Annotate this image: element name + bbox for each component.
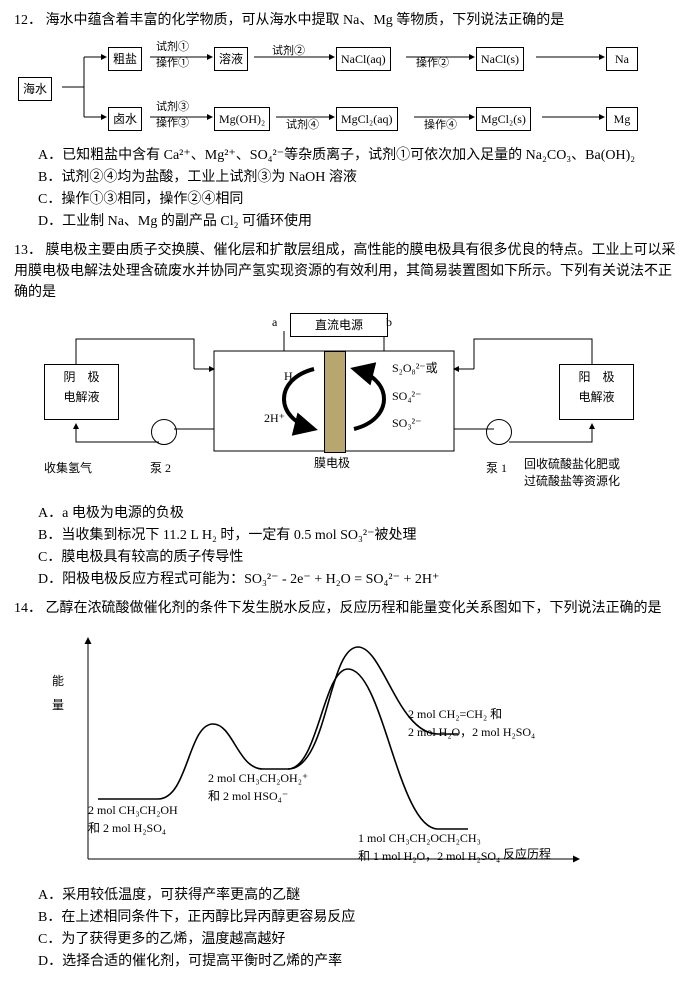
q13-stem: 膜电极主要由质子交换膜、催化层和扩散层组成，高性能的膜电极具有很多优良的特点。工… [14,243,676,300]
lbl-ethene: 2 mol CH₂=CH₂ 和 2 mol H₂O，2 mol H₂SO₄ [408,705,535,741]
node: 粗盐 [108,47,142,71]
pump-2-icon [151,419,177,445]
q14-options: A．采用较低温度，可获得产率更高的乙醚 B．在上述相同条件下，正丙醇比异丙醇更容… [38,885,678,972]
node-seawater: 海水 [18,77,52,101]
terminal-a: a [272,313,277,331]
lbl: 操作④ [424,117,457,134]
lbl-membrane: 膜电极 [314,454,350,472]
lbl-r2: SO₄²⁻ [392,387,421,405]
q12-stem: 海水中蕴含着丰富的化学物质，可从海水中提取 Na、Mg 等物质，下列说法正确的是 [46,13,565,28]
pump-1-icon [486,419,512,445]
opt-c: C．膜电极具有较高的质子传导性 [38,547,678,568]
lbl-collect-h2: 收集氢气 [44,459,92,477]
lbl-r3: SO₃²⁻ [392,414,421,432]
q13-diagram: 直流电源 a b 阴 极 电解液 阳 极 电解液 收集氢气 泵 2 膜电极 泵 … [14,309,654,499]
question-14: 14． 乙醇在浓硫酸做催化剂的条件下发生脱水反应，反应历程和能量变化关系图如下，… [14,598,678,972]
question-13: 13． 膜电极主要由质子交换膜、催化层和扩散层组成，高性能的膜电极具有很多优良的… [14,240,678,590]
lbl-H: H [284,367,293,385]
lbl-pump2: 泵 2 [150,459,171,477]
x-axis-label: 反应历程 [503,845,551,863]
lbl-r1: S₂O₈²⁻或 [392,359,438,377]
lbl: 操作③ [156,115,189,132]
q12-options: A．已知粗盐中含有 Ca²⁺、Mg²⁺、SO₄²⁻等杂质离子，试剂①可依次加入足… [38,145,678,232]
y-axis-label: 能 量 [52,669,64,717]
node: MgCl₂(aq) [336,107,398,131]
membrane-shape [324,351,346,453]
q14-energy-diagram: 能 量 反应历程 2 mol CH₃CH₂OH 和 2 mol H₂SO₄ 2 … [38,629,598,879]
lbl-start: 2 mol CH₃CH₂OH 和 2 mol H₂SO₄ [88,801,178,837]
lbl: 操作① [156,55,189,72]
lbl: 试剂④ [286,117,319,134]
q13-number: 13． [14,243,42,258]
node: Mg [606,107,638,131]
lbl-2Hp: 2H⁺ [264,409,285,427]
opt-c: C．为了获得更多的乙烯，温度越高越好 [38,929,678,950]
q12-flowchart: 海水 粗盐 试剂① 操作① 溶液 试剂② NaCl(aq) 操作② NaCl(s… [14,37,654,137]
opt-d: D．工业制 Na、Mg 的副产品 Cl₂ 可循环使用 [38,211,678,232]
lbl-int: 2 mol CH₃CH₂OH₂⁺ 和 2 mol HSO₄⁻ [208,769,308,805]
q13-options: A．a 电极为电源的负极 B．当收集到标况下 11.2 L H₂ 时，一定有 0… [38,503,678,590]
opt-b: B．当收集到标况下 11.2 L H₂ 时，一定有 0.5 mol SO₃²⁻被… [38,525,678,546]
opt-a: A．已知粗盐中含有 Ca²⁺、Mg²⁺、SO₄²⁻等杂质离子，试剂①可依次加入足… [38,145,678,166]
node: Na [606,47,638,71]
node: NaCl(s) [476,47,524,71]
q14-stem: 乙醇在浓硫酸做催化剂的条件下发生脱水反应，反应历程和能量变化关系图如下，下列说法… [46,601,662,616]
opt-d: D．阳极电极反应方程式可能为：SO₃²⁻ - 2e⁻ + H₂O = SO₄²⁻… [38,569,678,590]
terminal-b: b [386,313,392,331]
q14-number: 14． [14,601,42,616]
lbl: 试剂① [156,39,189,56]
opt-b: B．试剂②④均为盐酸，工业上试剂③为 NaOH 溶液 [38,167,678,188]
q12-number: 12． [14,13,42,28]
q14-svg [38,629,598,879]
power-supply-box: 直流电源 [290,313,388,337]
lbl-pump1: 泵 1 [486,459,507,477]
lbl: 操作② [416,55,449,72]
opt-b: B．在上述相同条件下，正丙醇比异丙醇更容易反应 [38,907,678,928]
lbl-recover: 回收硫酸盐化肥或 过硫酸盐等资源化 [524,456,620,490]
lbl: 试剂③ [156,99,189,116]
opt-a: A．采用较低温度，可获得产率更高的乙醚 [38,885,678,906]
opt-c: C．操作①③相同，操作②④相同 [38,189,678,210]
node: 溶液 [214,47,248,71]
opt-a: A．a 电极为电源的负极 [38,503,678,524]
node: 卤水 [108,107,142,131]
node: Mg(OH)₂ [214,107,270,131]
opt-d: D．选择合适的催化剂，可提高平衡时乙烯的产率 [38,951,678,972]
lbl-ether: 1 mol CH₃CH₂OCH₂CH₃ 和 1 mol H₂O，2 mol H₂… [358,829,500,865]
lbl: 试剂② [272,43,305,60]
anode-box: 阳 极 电解液 [559,364,634,420]
node: NaCl(aq) [336,47,391,71]
cathode-box: 阴 极 电解液 [44,364,119,420]
question-12: 12． 海水中蕴含着丰富的化学物质，可从海水中提取 Na、Mg 等物质，下列说法… [14,10,678,232]
node: MgCl₂(s) [476,107,531,131]
